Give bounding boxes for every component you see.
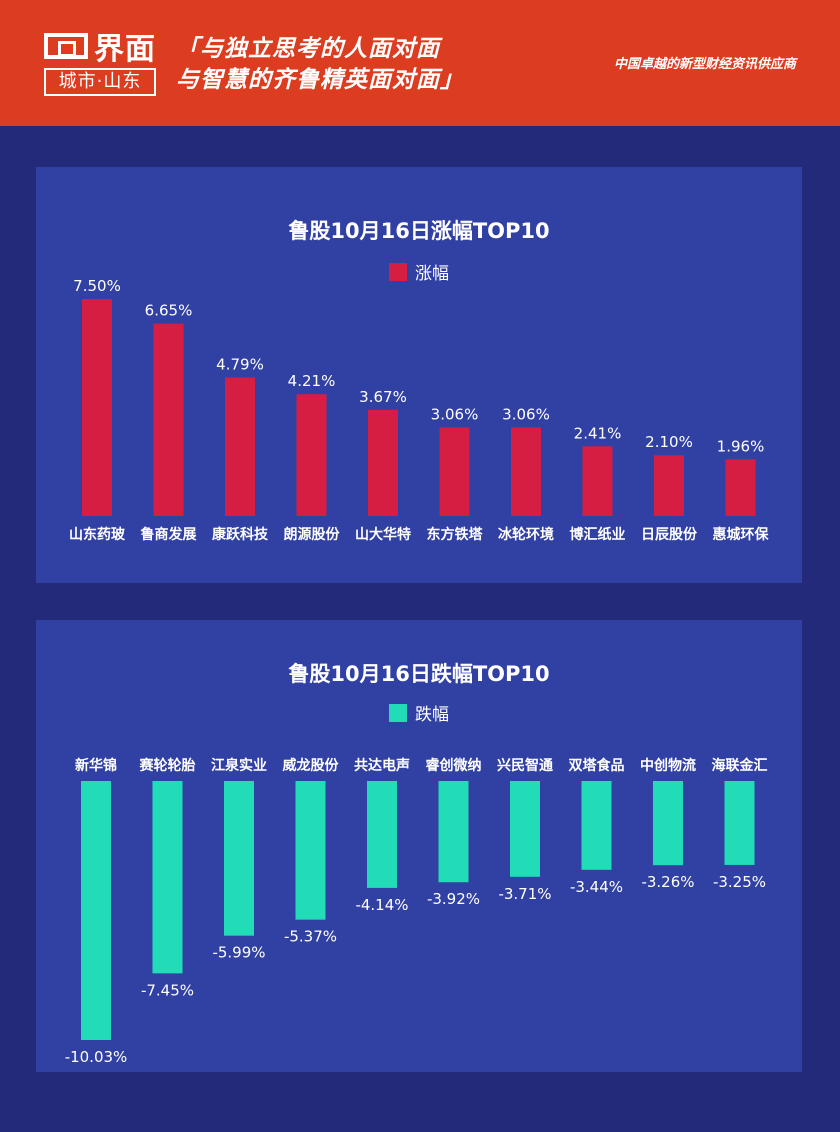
- bar: [367, 781, 397, 888]
- category-label: 海联金汇: [712, 757, 768, 774]
- category-label: 康跃科技: [212, 526, 269, 543]
- header-banner: 界面 城市·山东 「与独立思考的人面对面 与智慧的齐鲁精英面对面」 中国卓越的新…: [0, 0, 840, 126]
- slogan-line-2: 与智慧的齐鲁精英面对面」: [176, 67, 464, 93]
- category-label: 共达电声: [354, 757, 410, 774]
- bar: [581, 781, 612, 870]
- bar: [153, 323, 184, 516]
- data-label: 2.41%: [574, 424, 622, 442]
- jiemian-logo: 界面 城市·山东: [44, 28, 160, 100]
- category-label: 山东药玻: [69, 526, 126, 543]
- category-label: 朗源股份: [284, 526, 341, 543]
- data-label: 3.06%: [431, 405, 479, 423]
- bar: [438, 781, 469, 883]
- slogan: 「与独立思考的人面对面 与智慧的齐鲁精英面对面」: [176, 34, 464, 96]
- category-label: 鲁商发展: [140, 526, 197, 543]
- category-label: 赛轮轮胎: [139, 757, 196, 774]
- category-label: 双塔食品: [569, 757, 625, 774]
- bar: [725, 459, 756, 516]
- category-label: 东方铁塔: [427, 526, 484, 543]
- data-label: 1.96%: [717, 437, 765, 455]
- data-label: 6.65%: [145, 302, 193, 320]
- data-label: -5.99%: [212, 944, 265, 962]
- data-label: 4.21%: [288, 372, 336, 390]
- data-label: -7.45%: [141, 981, 194, 999]
- category-label: 兴民智通: [497, 757, 553, 774]
- data-label: -4.14%: [355, 896, 408, 914]
- data-label: 3.06%: [502, 405, 550, 423]
- data-label: -3.71%: [498, 885, 551, 903]
- bar: [224, 781, 254, 936]
- losers-bar-chart: -10.03% 新华锦 -7.45% 赛轮轮胎 -5.99% 江泉实业 -5.37% 威龙股份…: [65, 757, 768, 1066]
- bar: [82, 299, 112, 516]
- category-label: 江泉实业: [211, 757, 267, 774]
- data-label: 4.79%: [216, 355, 264, 373]
- data-label: 3.67%: [359, 388, 407, 406]
- bar: [368, 409, 398, 516]
- losers-chart-title: 鲁股10月16日跌幅TOP10: [288, 662, 550, 686]
- bar: [439, 427, 470, 516]
- bar: [81, 781, 111, 1040]
- gainers-chart-title: 鲁股10月16日涨幅TOP10: [288, 219, 550, 243]
- bar: [225, 377, 255, 516]
- bar: [152, 781, 183, 974]
- data-label: -5.37%: [284, 928, 337, 946]
- data-label: 7.50%: [73, 277, 121, 295]
- bar: [510, 781, 540, 877]
- bar: [296, 394, 327, 516]
- losers-legend: 跌幅: [36, 700, 802, 725]
- gainers-bar-chart: 7.50% 山东药玻 6.65% 鲁商发展 4.79% 康跃科技 4.21% 朗源股份 3.67…: [69, 277, 770, 543]
- data-label: -3.44%: [570, 878, 623, 896]
- logo-text: 界面: [94, 32, 156, 67]
- slogan-line-1: 「与独立思考的人面对面: [176, 36, 440, 62]
- gainers-legend-swatch: [389, 262, 407, 281]
- data-label: -10.03%: [65, 1048, 128, 1066]
- data-label: -3.92%: [427, 890, 480, 908]
- bar: [295, 781, 326, 920]
- data-label: -3.26%: [641, 873, 694, 891]
- logo-city-label: 城市·山东: [44, 68, 156, 96]
- category-label: 博汇纸业: [570, 526, 626, 543]
- data-label: -3.25%: [713, 873, 766, 891]
- category-label: 威龙股份: [283, 757, 340, 774]
- bar: [653, 781, 683, 866]
- bar: [724, 781, 755, 865]
- category-label: 新华锦: [75, 757, 117, 774]
- category-label: 惠城环保: [713, 526, 770, 543]
- losers-legend-label: 跌幅: [415, 705, 449, 725]
- losers-legend-swatch: [389, 703, 407, 722]
- gainers-legend-label: 涨幅: [415, 264, 449, 284]
- category-label: 冰轮环境: [498, 526, 554, 543]
- bar: [654, 455, 684, 516]
- category-label: 日辰股份: [641, 526, 698, 543]
- data-label: 2.10%: [645, 433, 693, 451]
- category-label: 山大华特: [355, 526, 411, 543]
- tagline: 中国卓越的新型财经资讯供应商: [613, 57, 796, 72]
- gainers-chart-panel: 鲁股10月16日涨幅TOP10 涨幅 7.50% 山东药玻 6.65% 鲁商发展 4.7…: [36, 167, 802, 583]
- logo-mark-icon: [44, 33, 88, 59]
- gainers-legend: 涨幅: [36, 259, 802, 284]
- category-label: 中创物流: [640, 757, 696, 774]
- losers-chart-panel: 鲁股10月16日跌幅TOP10 跌幅 -10.03% 新华锦 -7.45% 赛轮轮胎 -…: [36, 620, 802, 1072]
- category-label: 睿创微纳: [425, 757, 482, 774]
- bar: [582, 446, 613, 516]
- bar: [511, 427, 541, 516]
